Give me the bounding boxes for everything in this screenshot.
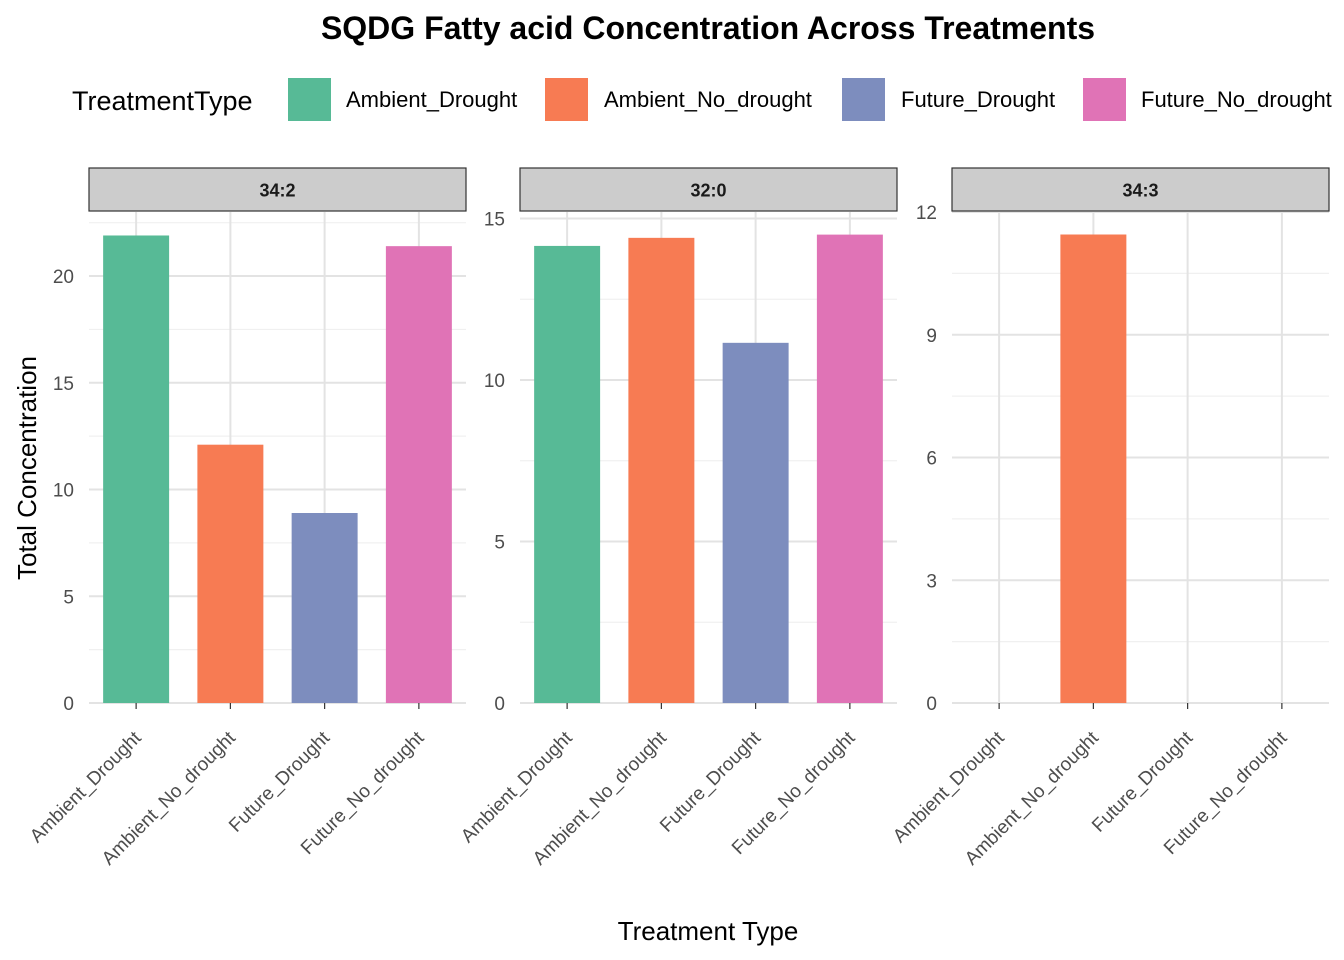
facet-strip [88,167,467,212]
legend-item-future-drought: Future_Drought [842,78,1055,121]
x-tick-label: Future_Drought [1088,727,1197,836]
bar-34-2-future-no-drought [385,246,452,703]
bar-34-2-future-drought [291,513,358,703]
legend-item-ambient-drought: Ambient_Drought [288,78,517,121]
y-tick-label: 15 [53,374,74,395]
legend-key-future-drought [842,78,885,121]
bars [1060,234,1127,704]
legend-label: Future_Drought [901,87,1055,112]
facet-strip-label: 32:0 [690,181,726,201]
legend-items: Ambient_Drought Ambient_No_drought Future_… [288,78,1332,121]
y-tick-label: 0 [926,694,937,715]
bar-32-0-ambient-no-drought [628,237,695,703]
facet-panels: 34:205101520Ambient_DroughtAmbient_No_dr… [26,167,1330,870]
bar-32-0-ambient-drought [534,245,601,703]
legend-label: Future_No_drought [1141,87,1332,112]
x-tick-label: Future_Drought [225,727,334,836]
legend-label: Ambient_No_drought [604,87,812,112]
legend-title: TreatmentType [72,86,253,116]
y-tick-label: 15 [484,209,505,230]
legend-key-ambient-no-drought [545,78,588,121]
y-tick-label: 9 [926,326,937,347]
y-tick-label: 10 [53,481,74,502]
y-tick-label: 12 [916,203,937,224]
bar-32-0-future-drought [722,342,789,703]
y-tick-label: 20 [53,267,74,288]
bars [103,235,452,703]
legend-key-ambient-drought [288,78,331,121]
facet-strip-label: 34:3 [1122,181,1158,201]
legend-label: Ambient_Drought [346,87,517,112]
bar-34-2-ambient-drought [103,235,170,703]
facet-panel-32-0: 32:0051015Ambient_DroughtAmbient_No_drou… [457,167,898,870]
y-tick-label: 6 [926,449,937,470]
y-tick-label: 0 [494,694,505,715]
facet-panel-34-3: 34:3036912Ambient_DroughtAmbient_No_drou… [889,167,1330,870]
y-axis-title: Total Concentration [12,356,42,580]
facet-strip [951,167,1330,212]
x-axis-title: Treatment Type [618,916,799,946]
legend: TreatmentType Ambient_Drought Ambient_No_… [72,78,1332,121]
grid-lines [952,211,1329,704]
facet-strip [519,167,898,212]
y-tick-label: 5 [63,587,74,608]
bar-32-0-future-no-drought [816,234,883,703]
legend-key-future-no-drought [1083,78,1126,121]
y-tick-label: 3 [926,571,937,592]
legend-item-future-no-drought: Future_No_drought [1083,78,1332,121]
facet-panel-34-2: 34:205101520Ambient_DroughtAmbient_No_dr… [26,167,467,870]
x-tick-label: Future_Drought [656,727,765,836]
bars [534,234,883,703]
y-tick-label: 10 [484,371,505,392]
legend-item-ambient-no-drought: Ambient_No_drought [545,78,812,121]
facet-strip-label: 34:2 [259,181,295,201]
bar-34-3-ambient-no-drought [1060,234,1127,704]
bar-34-2-ambient-no-drought [197,444,264,703]
y-tick-label: 5 [494,532,505,553]
chart-title: SQDG Fatty acid Concentration Across Tre… [321,10,1095,46]
y-tick-label: 0 [63,694,74,715]
